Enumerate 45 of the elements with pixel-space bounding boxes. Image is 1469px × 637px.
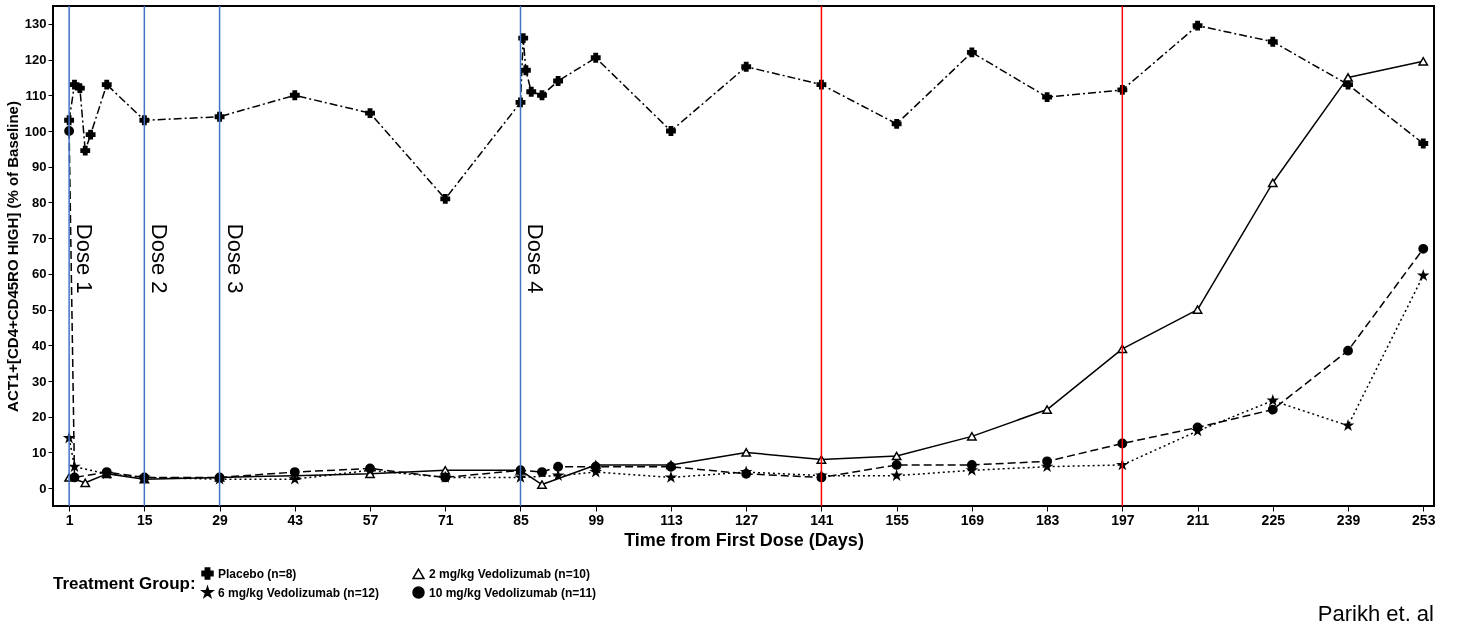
x-tick-label: 169 [960,511,985,528]
x-tick-label: 141 [810,511,834,528]
y-tick-label: 30 [32,373,47,389]
x-tick-label: 99 [588,511,605,528]
x-tick-label: 1 [65,511,74,528]
y-axis-title: ACT1+[CD4+CD45RO HIGH] (% of Baseline) [3,101,21,412]
x-tick-label: 113 [660,511,683,528]
ref-line-label: Dose 2 [147,223,173,294]
x-tick-label: 43 [287,511,304,528]
ref-line-label: Dose 4 [523,223,549,294]
y-tick-label: 120 [24,52,47,68]
text: Parikh et. al [1317,601,1434,626]
y-tick-label: 20 [32,409,47,425]
ref-line-label: Dose 1 [72,223,98,294]
x-axis-title: Time from First Dose (Days) [624,529,864,550]
y-tick-label: 70 [32,230,47,246]
x-tick-label: 57 [362,511,379,528]
legend-label: 10 mg/kg Vedolizumab (n=11) [429,585,597,600]
x-tick-label: 15 [137,511,153,528]
x-tick-label: 225 [1261,511,1286,528]
legend-title: Treatment Group: [53,574,196,593]
y-tick-label: 60 [32,266,47,282]
x-tick-label: 253 [1412,511,1436,528]
y-tick-label: 10 [32,444,47,460]
x-tick-label: 85 [513,511,529,528]
x-tick-label: 239 [1336,511,1361,528]
x-tick-label: 211 [1186,511,1210,528]
x-tick-label: 71 [437,511,454,528]
x-tick-label: 127 [735,511,759,528]
x-tick-label: 29 [212,511,229,528]
y-tick-label: 130 [24,16,47,32]
legend-label: 2 mg/kg Vedolizumab (n=10) [429,566,591,581]
x-tick-label: 183 [1035,511,1060,528]
y-tick-label: 50 [32,302,47,318]
y-tick-label: 110 [25,87,47,103]
y-tick-label: 0 [39,480,47,496]
y-tick-label: 80 [32,194,47,210]
y-tick-label: 40 [32,337,47,353]
legend-label: 6 mg/kg Vedolizumab (n=12) [218,585,380,600]
y-tick-label: 90 [32,159,47,175]
y-tick-label: 100 [24,123,47,139]
legend-label: Placebo (n=8) [218,566,297,581]
x-tick-label: 155 [885,511,910,528]
x-tick-label: 197 [1111,511,1135,528]
ref-line-label: Dose 3 [222,223,248,294]
